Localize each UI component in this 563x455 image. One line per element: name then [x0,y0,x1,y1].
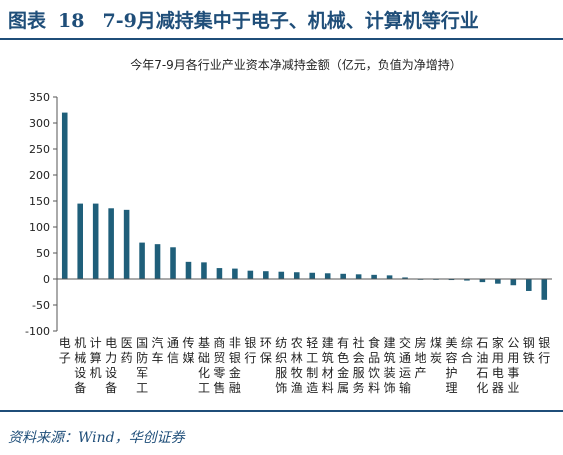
bar [309,272,316,279]
category-label: 机械设备 [74,336,86,395]
category-label: 交通运输 [399,335,411,395]
category-label: 非银金融 [229,336,241,395]
category-label: 银行 [538,336,550,365]
category-label: 环保 [260,336,272,365]
bar-chart: 今年7-9月各行业产业资本净减持金额（亿元，负值为净增持） 350 300 250 2… [25,57,552,395]
bar [371,274,377,279]
bar [201,262,207,279]
y-tick-label: -50 [32,299,50,312]
category-label: 汽车 [152,335,164,365]
bar [216,268,223,279]
bar [541,279,548,300]
source-divider [0,410,563,412]
figure-title: 7-9月减持集中于电子、机械、计算机等行业 [102,10,479,32]
category-label: 农林牧渔 [291,336,303,395]
bar [402,277,408,279]
bar [185,261,192,279]
category-label: 公用事业 [507,336,519,395]
bar [479,279,486,283]
bar [526,279,532,291]
bar [448,279,455,281]
bar [495,279,501,284]
y-tick-label: 350 [29,91,50,104]
category-label: 银行 [244,336,256,365]
category-label: 美容护理 [445,336,457,395]
y-tick-label: 250 [29,143,50,156]
category-label: 建筑装饰 [384,336,396,395]
category-label: 综合 [461,336,473,365]
bar [61,112,68,279]
category-label: 电力设备 [105,336,117,395]
category-label: 有色金属 [337,336,349,395]
category-label: 家用电器 [492,335,504,395]
category-labels: 电子机械设备计算机电力设备医药国防军工汽车通信传媒基础化工商贸零售非银金融银行环… [59,335,551,395]
bar [123,209,130,279]
y-tick-label: 50 [36,247,50,260]
y-tick-label: 200 [29,169,50,182]
bar [355,274,362,279]
category-label: 石油石化 [476,336,488,395]
category-label: 通信 [167,336,179,365]
source-note: 资料来源：Wind，华创证券 [8,430,185,446]
category-label: 医药 [121,336,133,365]
category-label: 煤炭 [430,336,442,365]
bar [108,208,114,279]
bar [464,279,470,281]
bar [293,272,300,279]
bars [61,112,548,300]
category-label: 国防军工 [136,336,148,395]
bar [340,273,346,279]
bar [77,203,83,279]
bar [154,244,161,279]
category-label: 轻工制造 [306,336,318,395]
figure-label: 图表 [8,10,47,32]
chart-title: 今年7-9月各行业产业资本净减持金额（亿元，负值为净增持） [130,57,462,72]
category-label: 房地产 [415,335,427,380]
bar [170,247,176,279]
bar [278,271,285,279]
category-label: 传媒 [182,335,194,365]
category-label: 商贸零售 [213,335,225,395]
bar [92,203,99,279]
category-label: 电子 [59,336,71,365]
category-label: 社会服务 [353,335,365,395]
bar [263,271,269,279]
y-axis: 350 300 250 200 150 100 50 0 -50 -100 [25,91,58,338]
bar [232,268,238,279]
category-label: 建筑材料 [322,336,334,395]
figure-title-block: 图表 18 7-9月减持集中于电子、机械、计算机等行业 [8,6,479,33]
y-tick-label: 0 [43,273,50,286]
category-label: 食品饮料 [368,335,380,395]
y-tick-label: 300 [29,117,50,130]
bar [386,275,393,279]
y-tick-label: 150 [29,195,50,208]
title-divider [0,38,563,40]
figure-number: 18 [58,10,85,32]
bar [324,273,331,279]
bar [139,242,145,279]
category-label: 钢铁 [523,336,535,365]
bar [510,279,517,286]
y-tick-label: 100 [29,221,50,234]
category-label: 计算机 [90,336,102,380]
category-label: 基础化工 [198,336,210,395]
category-label: 纺织服饰 [275,336,287,395]
y-tick-label: -100 [25,325,50,338]
bar [247,270,254,279]
